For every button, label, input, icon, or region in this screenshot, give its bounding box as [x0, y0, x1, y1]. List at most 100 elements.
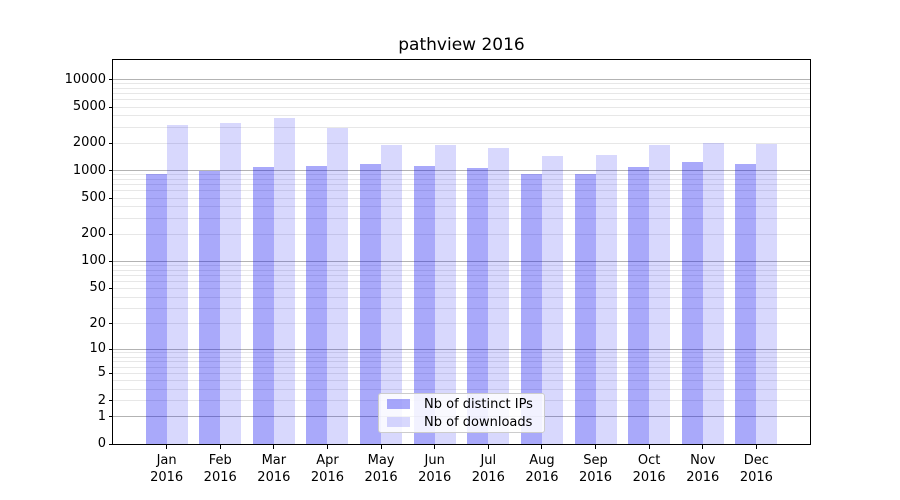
bar-downloads-jun	[434, 144, 456, 444]
legend-label-distinct-ips: Nb of distinct IPs	[424, 396, 533, 412]
y-axis-tick-label: 2000	[72, 135, 106, 151]
bar-downloads-feb	[220, 123, 242, 444]
gridline-major	[113, 348, 810, 350]
gridline-minor	[113, 126, 810, 128]
gridline-minor	[113, 307, 810, 309]
bar-distinct-ips-jun	[413, 166, 435, 444]
x-axis-tick-label: Sep 2016	[578, 453, 613, 485]
bar-distinct-ips-mar	[252, 166, 274, 444]
y-axis-tick-mark	[109, 287, 113, 289]
gridline-minor	[113, 174, 810, 176]
gridline-minor	[113, 142, 810, 144]
x-axis-tick-label: Mar 2016	[257, 453, 291, 485]
x-axis-tick-mark	[702, 445, 704, 449]
bar-downloads-oct	[649, 145, 671, 444]
y-axis-tick-label: 1000	[72, 162, 106, 178]
gridline-minor	[113, 99, 810, 101]
x-axis-tick-label: Apr 2016	[310, 453, 344, 485]
gridline-minor	[113, 106, 810, 108]
legend-row-downloads: Nb of downloads	[387, 415, 544, 430]
x-axis-tick-mark	[166, 445, 168, 449]
x-axis-tick-mark	[273, 445, 275, 449]
y-axis-tick-mark	[109, 416, 113, 418]
gridline-minor	[113, 233, 810, 235]
legend-label-downloads: Nb of downloads	[424, 414, 533, 430]
bar-downloads-dec	[756, 144, 778, 444]
y-axis-tick-label: 50	[89, 280, 106, 296]
gridline-major	[113, 170, 810, 172]
bar-distinct-ips-dec	[735, 164, 757, 444]
gridline-minor	[113, 287, 810, 289]
bar-downloads-mar	[273, 117, 295, 444]
gridline-minor	[113, 197, 810, 199]
gridline-minor	[113, 274, 810, 276]
gridline-minor	[113, 356, 810, 358]
y-axis-tick-mark	[109, 142, 113, 144]
legend-swatch-downloads-icon	[387, 417, 410, 427]
y-axis-tick-label: 10000	[64, 71, 106, 87]
bar-downloads-jul	[488, 148, 510, 444]
bar-distinct-ips-may	[360, 164, 382, 444]
y-axis-tick-label: 200	[81, 226, 106, 242]
gridline-minor	[113, 296, 810, 298]
y-axis-tick-mark	[109, 400, 113, 402]
gridline-minor	[113, 280, 810, 282]
bar-downloads-nov	[702, 143, 724, 444]
gridline-minor	[113, 366, 810, 368]
bar-distinct-ips-jul	[467, 168, 489, 444]
y-axis-tick-label: 10	[89, 341, 106, 357]
gridline-minor	[113, 361, 810, 363]
x-axis-tick-mark	[648, 445, 650, 449]
y-axis-tick-mark	[109, 372, 113, 374]
gridline-major	[113, 79, 810, 81]
gridline-minor	[113, 178, 810, 180]
x-axis-tick-label: Jun 2016	[418, 453, 452, 485]
x-axis-tick-label: Aug 2016	[525, 453, 559, 485]
x-axis-tick-mark	[380, 445, 382, 449]
y-axis-tick-label: 100	[81, 253, 106, 269]
gridline-minor	[113, 184, 810, 186]
bar-distinct-ips-aug	[520, 173, 542, 444]
x-axis-tick-label: Jul 2016	[471, 453, 505, 485]
bar-downloads-jan	[166, 124, 188, 444]
bar-distinct-ips-apr	[306, 165, 328, 444]
bar-downloads-may	[381, 145, 403, 444]
y-axis-tick-mark	[109, 79, 113, 81]
y-axis-tick-label: 0	[97, 436, 106, 451]
gridline-minor	[113, 352, 810, 354]
y-axis-tick-mark	[109, 348, 113, 350]
x-axis-tick-mark	[434, 445, 436, 449]
gridline-minor	[113, 217, 810, 219]
x-axis-tick-mark	[755, 445, 757, 449]
y-axis-tick-mark	[109, 233, 113, 235]
y-axis-tick-mark	[109, 170, 113, 172]
gridline-minor	[113, 323, 810, 325]
legend-row-distinct-ips: Nb of distinct IPs	[387, 397, 544, 412]
y-axis-tick-label: 500	[81, 190, 106, 206]
bar-downloads-sep	[595, 154, 617, 444]
y-axis-tick-mark	[109, 260, 113, 262]
y-axis-tick-mark	[109, 197, 113, 199]
y-axis-tick-label: 20	[89, 315, 106, 331]
y-axis-tick-label: 2	[97, 392, 106, 408]
legend-swatch-distinct-ips-icon	[387, 399, 410, 409]
x-axis-tick-label: Jan 2016	[150, 453, 184, 485]
bar-distinct-ips-feb	[199, 171, 221, 444]
gridline-minor	[113, 115, 810, 117]
bar-downloads-aug	[541, 155, 563, 444]
y-axis-tick-label: 5000	[72, 99, 106, 115]
gridline-minor	[113, 93, 810, 95]
x-axis-tick-mark	[595, 445, 597, 449]
x-axis-tick-mark	[487, 445, 489, 449]
x-axis-tick-mark	[541, 445, 543, 449]
gridline-minor	[113, 372, 810, 374]
x-axis-tick-label: Feb 2016	[203, 453, 237, 485]
bar-distinct-ips-sep	[574, 174, 596, 444]
gridline-minor	[113, 206, 810, 208]
y-axis-tick-mark	[109, 323, 113, 325]
gridline-minor	[113, 190, 810, 192]
bar-distinct-ips-oct	[628, 167, 650, 444]
x-axis-tick-label: Dec 2016	[739, 453, 773, 485]
gridline-minor	[113, 87, 810, 89]
x-axis-tick-label: Oct 2016	[632, 453, 666, 485]
